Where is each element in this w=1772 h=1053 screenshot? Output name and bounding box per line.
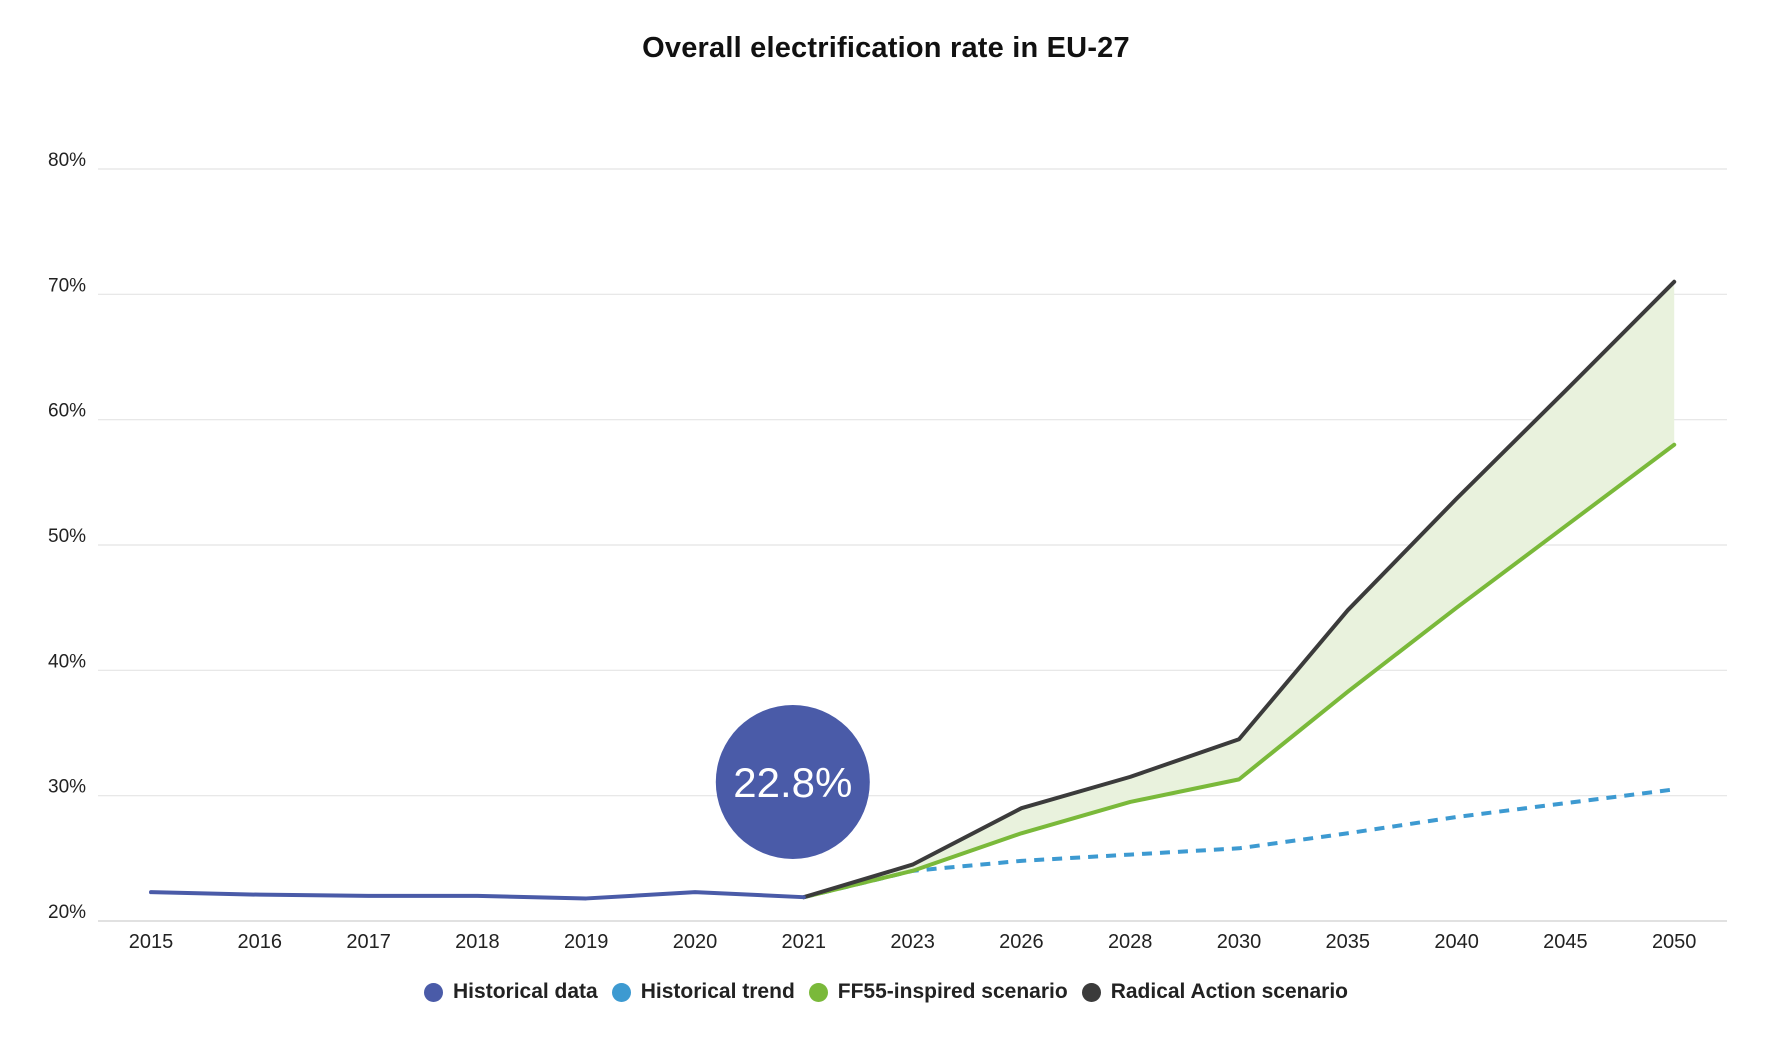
y-tick-label: 30% xyxy=(48,777,86,798)
x-tick-label: 2019 xyxy=(564,931,609,953)
legend-swatch xyxy=(424,982,444,1002)
y-tick-label: 20% xyxy=(48,902,86,923)
y-tick-label: 50% xyxy=(48,526,86,547)
y-tick-label: 70% xyxy=(48,275,86,296)
x-tick-label: 2028 xyxy=(1108,931,1153,953)
series-line-ff55-inspired-scenario xyxy=(801,442,1677,900)
x-tick-label: 2016 xyxy=(238,931,283,953)
legend-item: Historical trend xyxy=(611,980,795,1004)
x-tick-label: 2026 xyxy=(999,931,1044,953)
scenario-band xyxy=(803,281,1675,898)
x-tick-label: 2020 xyxy=(673,931,718,953)
x-tick-label: 2015 xyxy=(129,931,174,953)
scenario-band-area xyxy=(803,281,1675,898)
x-tick-label: 2023 xyxy=(890,931,935,953)
legend-label: Historical data xyxy=(453,980,598,1003)
x-axis: 2015 2016 2017 2018 2019 2020 2021 2023 2026 2028… xyxy=(129,931,1697,953)
x-tick-label: 2018 xyxy=(455,931,500,953)
x-tick-label: 2045 xyxy=(1543,931,1588,953)
x-tick-label: 2040 xyxy=(1434,931,1479,953)
legend-item: Historical data xyxy=(424,980,598,1004)
y-axis: 20% 30% 40% 50% 60% 70% 80% xyxy=(48,150,86,923)
legend-label: Radical Action scenario xyxy=(1110,980,1348,1003)
callout-label: 22.8% xyxy=(733,759,852,806)
x-tick-label: 2021 xyxy=(782,931,827,953)
legend-swatch xyxy=(1081,982,1101,1002)
legend: Historical data Historical trend FF55-insp… xyxy=(0,980,1772,1004)
y-tick-label: 60% xyxy=(48,401,86,422)
gridlines xyxy=(98,168,1727,922)
legend-item: FF55-inspired scenario xyxy=(808,980,1068,1004)
legend-swatch xyxy=(611,982,631,1002)
x-tick-label: 2050 xyxy=(1652,931,1697,953)
x-tick-label: 2030 xyxy=(1217,931,1262,953)
legend-label: FF55-inspired scenario xyxy=(837,980,1068,1003)
legend-label: Historical trend xyxy=(640,980,795,1003)
y-tick-label: 40% xyxy=(48,651,86,672)
callout-circle xyxy=(715,705,870,859)
x-tick-label: 2017 xyxy=(346,931,391,953)
series-line-historical-trend xyxy=(803,787,1675,900)
series-lines xyxy=(149,279,1677,901)
value-callout: 22.8% xyxy=(715,705,870,859)
chart-title: Overall electrification rate in EU-27 xyxy=(642,32,1130,64)
x-tick-label: 2035 xyxy=(1326,931,1371,953)
series-line-historical-data xyxy=(149,890,806,901)
series-line-radical-action-scenario xyxy=(801,279,1677,900)
y-tick-label: 80% xyxy=(48,150,86,171)
legend-item: Radical Action scenario xyxy=(1081,980,1348,1004)
legend-swatch xyxy=(808,982,828,1002)
